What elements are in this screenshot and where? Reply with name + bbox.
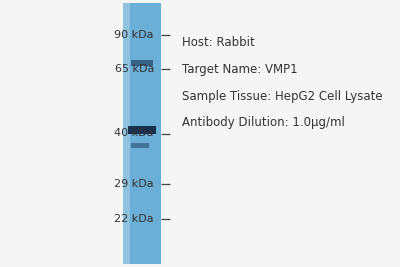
Text: Antibody Dilution: 1.0μg/ml: Antibody Dilution: 1.0μg/ml	[182, 116, 345, 129]
Text: 22 kDa: 22 kDa	[114, 214, 154, 224]
Bar	[123, 3, 130, 264]
Text: 90 kDa: 90 kDa	[114, 30, 154, 40]
Text: 29 kDa: 29 kDa	[114, 179, 154, 189]
Text: 40 kDa: 40 kDa	[114, 128, 154, 139]
Bar	[131, 60, 153, 66]
Bar	[131, 143, 149, 148]
Bar	[123, 3, 161, 264]
Text: Sample Tissue: HepG2 Cell Lysate: Sample Tissue: HepG2 Cell Lysate	[182, 90, 383, 103]
Bar	[128, 126, 156, 134]
Text: 65 kDa: 65 kDa	[115, 64, 154, 74]
Text: Target Name: VMP1: Target Name: VMP1	[182, 63, 298, 76]
Text: Host: Rabbit: Host: Rabbit	[182, 36, 255, 49]
